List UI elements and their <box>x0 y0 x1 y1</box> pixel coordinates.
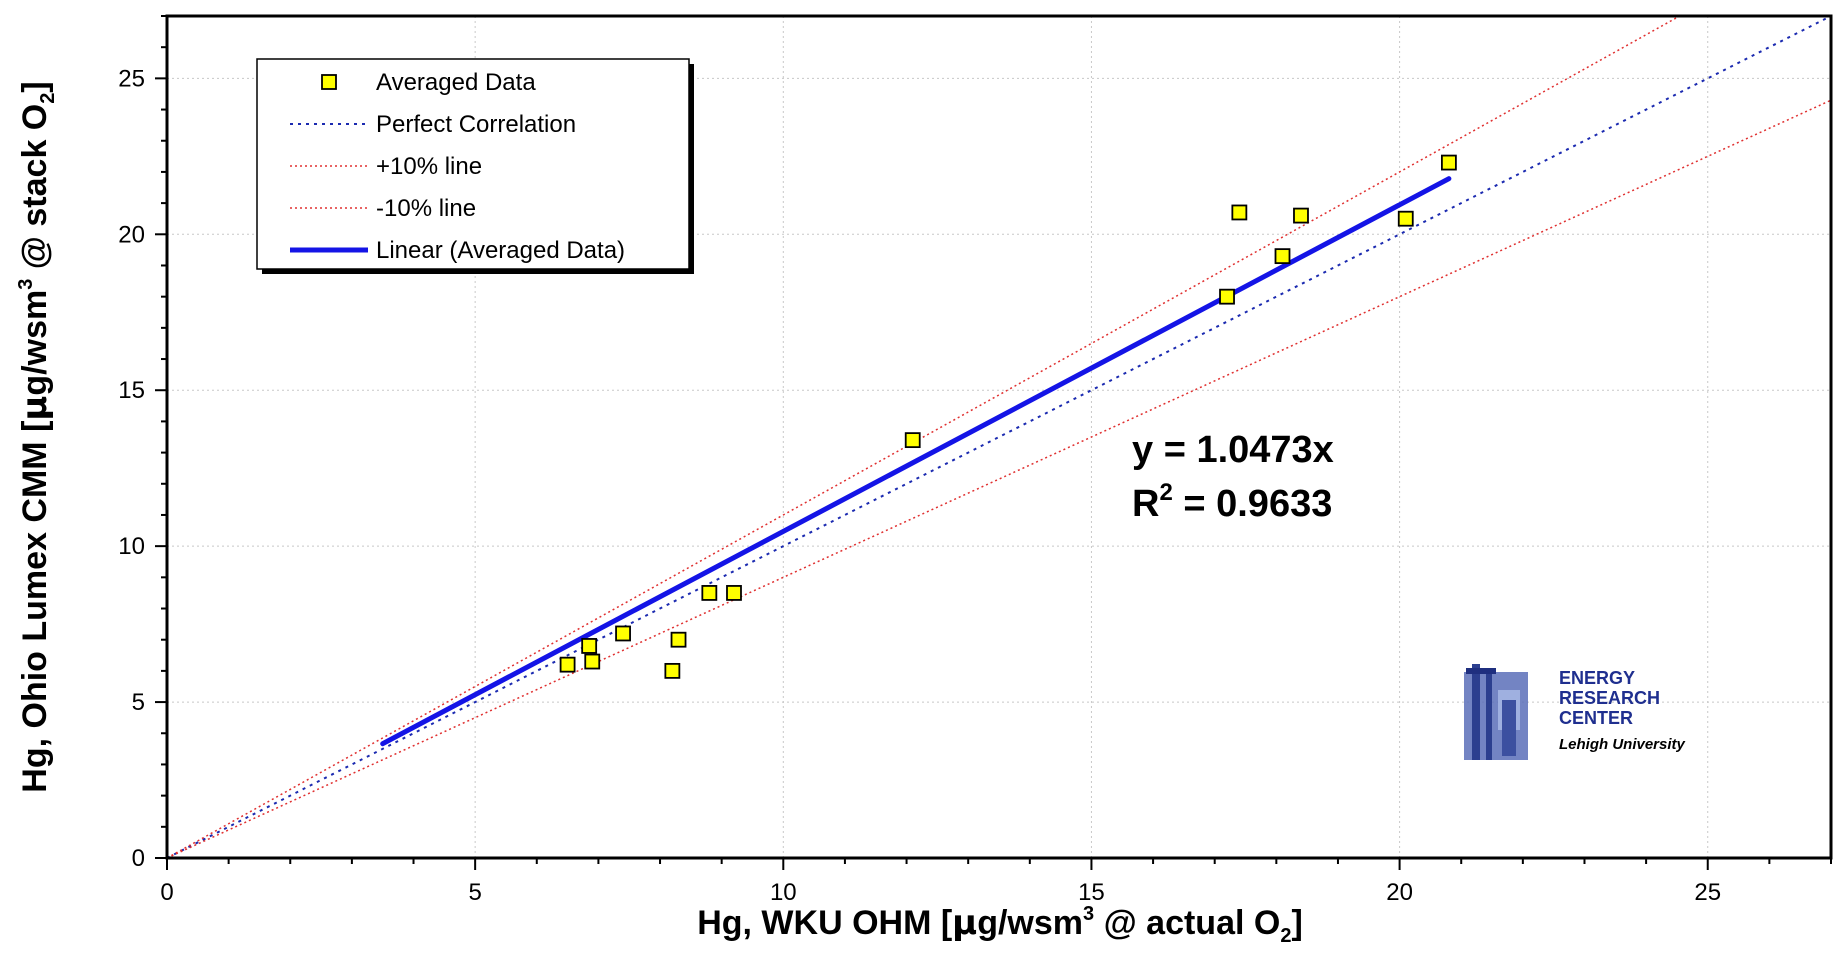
data-point <box>1231 204 1248 221</box>
x-tick-label: 5 <box>468 879 481 906</box>
x-tick-label: 25 <box>1694 879 1721 906</box>
legend-box <box>256 58 690 270</box>
linear-trendline <box>380 176 1452 747</box>
legend-label: Linear (Averaged Data) <box>376 237 625 264</box>
data-point <box>664 662 681 679</box>
data-point <box>1219 288 1235 305</box>
data-point <box>559 656 576 673</box>
reference-lines <box>167 16 1831 858</box>
data-point <box>584 653 601 670</box>
legend-marker-swatch <box>321 74 337 90</box>
y-axis-title: Hg, Ohio Lumex CMM [μg/wsm3 @ stack O2] <box>15 81 59 792</box>
y-tick-label: 25 <box>118 65 145 92</box>
energy-research-center-logo: ENERGY RESEARCH CENTER Lehigh University <box>1464 664 1686 760</box>
data-point <box>904 432 921 449</box>
y-tick-label: 5 <box>132 689 145 716</box>
grid <box>167 16 1831 858</box>
data-point <box>1274 248 1291 265</box>
legend-label: Averaged Data <box>376 69 536 96</box>
x-tick-label: 15 <box>1078 879 1105 906</box>
y-tick-label: 20 <box>118 221 145 248</box>
legend-label: +10% line <box>376 153 482 180</box>
data-point <box>726 585 742 601</box>
data-point <box>701 585 718 601</box>
logo-line-3: CENTER <box>1559 708 1633 728</box>
data-point <box>581 638 598 654</box>
data-point <box>1397 210 1414 227</box>
trendline-equation: y = 1.0473x <box>1132 429 1334 471</box>
logo-line-4: Lehigh University <box>1559 736 1686 753</box>
data-point <box>1293 207 1309 224</box>
perfect-correlation-line <box>167 16 1831 858</box>
logo-line-2: RESEARCH <box>1559 688 1660 708</box>
x-tick-label: 0 <box>160 879 173 906</box>
legend-label: -10% line <box>376 195 476 222</box>
data-point <box>615 625 631 642</box>
legend-label: Perfect Correlation <box>376 111 576 138</box>
x-axis-title: Hg, WKU OHM [μg/wsm3 @ actual O2] <box>697 903 1303 947</box>
r-squared-annotation: R2 = 0.9633 <box>1132 479 1332 525</box>
data-point <box>670 631 687 648</box>
axis-ticks: 0 5 10 15 20 25 0 5 10 15 20 25 <box>118 15 1832 906</box>
y-tick-label: 0 <box>132 845 145 872</box>
data-point <box>1440 154 1457 171</box>
y-tick-label: 15 <box>118 377 145 404</box>
legend: Averaged Data Perfect Correlation +10% lin… <box>256 58 694 274</box>
logo-line-1: ENERGY <box>1559 668 1635 688</box>
x-tick-label: 10 <box>770 879 797 906</box>
plot-area-frame <box>165 14 1833 860</box>
x-tick-label: 20 <box>1386 879 1413 906</box>
y-tick-label: 10 <box>118 533 145 560</box>
data-points <box>559 154 1457 679</box>
